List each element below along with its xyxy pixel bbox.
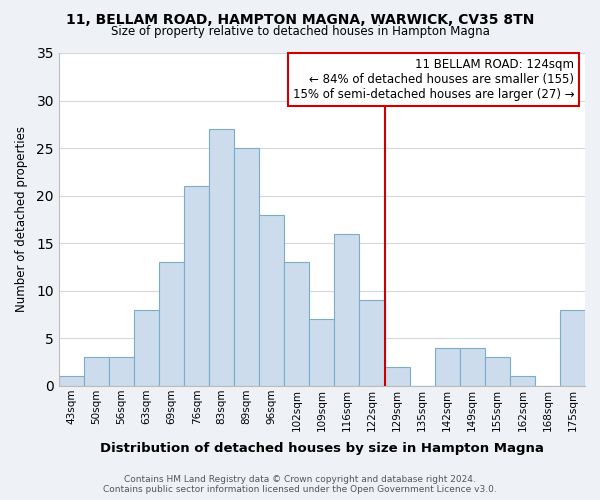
Bar xyxy=(560,310,585,386)
Bar xyxy=(259,214,284,386)
Text: Contains HM Land Registry data © Crown copyright and database right 2024.
Contai: Contains HM Land Registry data © Crown c… xyxy=(103,474,497,494)
Bar xyxy=(209,129,234,386)
Text: 11 BELLAM ROAD: 124sqm
← 84% of detached houses are smaller (155)
15% of semi-de: 11 BELLAM ROAD: 124sqm ← 84% of detached… xyxy=(293,58,574,101)
Y-axis label: Number of detached properties: Number of detached properties xyxy=(15,126,28,312)
Bar xyxy=(234,148,259,386)
Bar xyxy=(434,348,460,386)
Bar xyxy=(84,358,109,386)
Bar xyxy=(310,320,334,386)
Bar xyxy=(159,262,184,386)
Bar xyxy=(59,376,84,386)
Bar xyxy=(184,186,209,386)
Text: 11, BELLAM ROAD, HAMPTON MAGNA, WARWICK, CV35 8TN: 11, BELLAM ROAD, HAMPTON MAGNA, WARWICK,… xyxy=(66,12,534,26)
Bar xyxy=(359,300,385,386)
Bar xyxy=(510,376,535,386)
X-axis label: Distribution of detached houses by size in Hampton Magna: Distribution of detached houses by size … xyxy=(100,442,544,455)
Bar xyxy=(134,310,159,386)
Bar xyxy=(385,367,410,386)
Bar xyxy=(485,358,510,386)
Bar xyxy=(334,234,359,386)
Bar xyxy=(284,262,310,386)
Text: Size of property relative to detached houses in Hampton Magna: Size of property relative to detached ho… xyxy=(110,25,490,38)
Bar xyxy=(460,348,485,386)
Bar xyxy=(109,358,134,386)
